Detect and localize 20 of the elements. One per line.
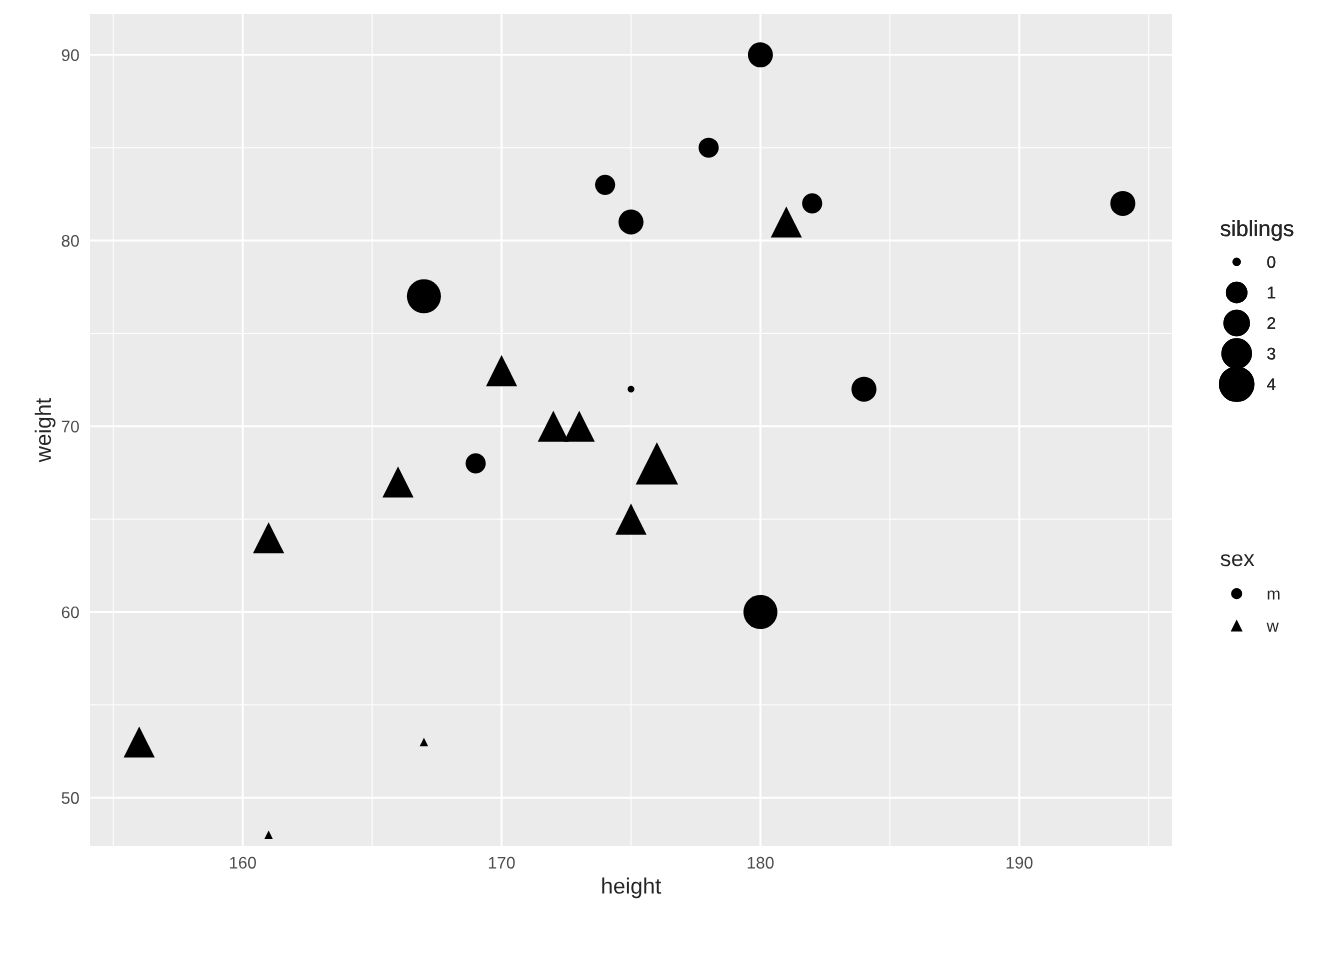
x-tick-label: 170 [488, 856, 515, 869]
y-tick-label: 80 [61, 234, 79, 247]
y-tick-label: 50 [61, 792, 79, 804]
x-tick-label: 180 [747, 856, 774, 869]
legend-label: 3 [1267, 347, 1276, 360]
text: siblings [1220, 220, 1294, 241]
y-tick-label: 60 [61, 606, 79, 619]
legend-label: m [1267, 590, 1280, 600]
y-axis-title: weight [34, 398, 56, 463]
y-tick-label: 90 [61, 49, 79, 62]
x-tick-label: 190 [1006, 856, 1033, 869]
x-axis-title: height [602, 877, 662, 899]
legend-label: 4 [1267, 378, 1276, 390]
legend-label: 0 [1267, 256, 1276, 268]
text: sex [1220, 554, 1255, 567]
y-tick-label: 70 [61, 420, 79, 433]
x-tick-label: 160 [230, 856, 256, 869]
legend-label: w [1266, 622, 1279, 632]
legend-label: 1 [1267, 286, 1276, 299]
legend-label: 2 [1267, 317, 1276, 329]
